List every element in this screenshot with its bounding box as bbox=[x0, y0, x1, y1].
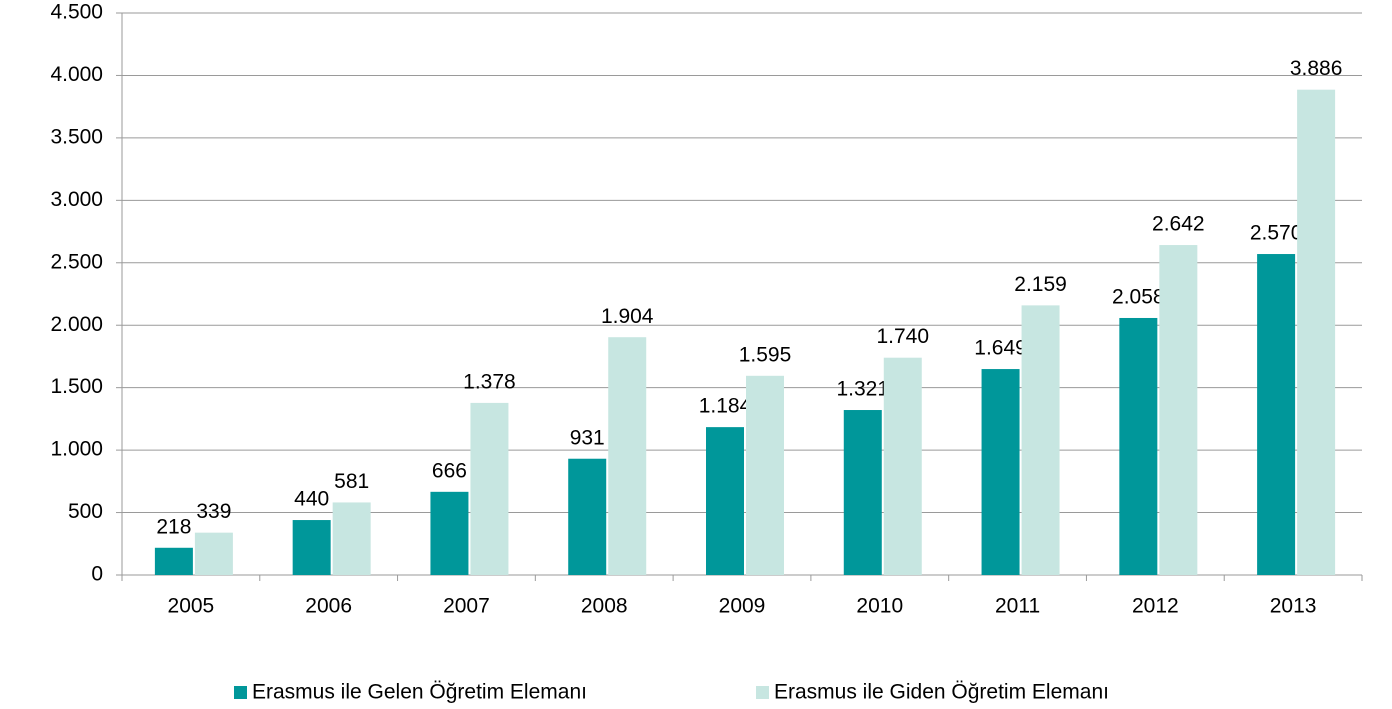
bar bbox=[1297, 89, 1336, 576]
y-tick-label: 4.500 bbox=[50, 1, 103, 24]
data-label: 1.595 bbox=[739, 343, 792, 366]
y-tick-label: 2.500 bbox=[50, 250, 103, 273]
bar bbox=[1257, 254, 1296, 575]
data-label: 581 bbox=[334, 470, 369, 493]
bar bbox=[194, 532, 233, 575]
bar bbox=[1159, 245, 1198, 575]
x-tick-label: 2008 bbox=[581, 595, 628, 618]
y-tick-label: 0 bbox=[91, 563, 103, 586]
data-label: 1.904 bbox=[601, 305, 654, 328]
bar bbox=[608, 337, 647, 575]
bar bbox=[981, 369, 1020, 575]
data-label: 2.159 bbox=[1014, 273, 1067, 296]
y-tick-label: 2.000 bbox=[50, 313, 103, 336]
y-tick-label: 4.000 bbox=[50, 63, 103, 86]
legend-label: Erasmus ile Giden Öğretim Elemanı bbox=[774, 681, 1109, 704]
bar bbox=[332, 502, 371, 575]
bar bbox=[470, 402, 509, 575]
x-tick-label: 2009 bbox=[719, 595, 766, 618]
bar bbox=[706, 427, 744, 575]
x-tick-label: 2005 bbox=[168, 595, 215, 618]
data-label: 440 bbox=[294, 488, 329, 511]
data-label: 931 bbox=[570, 426, 605, 449]
bar bbox=[883, 357, 922, 575]
data-label: 1.378 bbox=[463, 370, 516, 393]
bar bbox=[843, 410, 882, 575]
y-tick-label: 3.500 bbox=[50, 125, 103, 148]
data-label: 3.886 bbox=[1290, 57, 1343, 80]
y-tick-label: 500 bbox=[68, 500, 103, 523]
bar bbox=[568, 458, 607, 575]
bar bbox=[746, 375, 784, 575]
x-tick-label: 2012 bbox=[1132, 595, 1179, 618]
bar bbox=[1119, 317, 1158, 575]
bar bbox=[1021, 305, 1060, 575]
y-tick-label: 1.500 bbox=[50, 375, 103, 398]
data-label: 1.649 bbox=[974, 337, 1027, 360]
data-label: 2.058 bbox=[1112, 286, 1165, 309]
data-label: 1.740 bbox=[876, 325, 929, 348]
bar bbox=[430, 491, 469, 575]
data-label: 218 bbox=[156, 515, 191, 538]
data-label: 1.184 bbox=[699, 395, 752, 418]
data-label: 1.321 bbox=[836, 378, 889, 401]
y-tick-label: 3.000 bbox=[50, 188, 103, 211]
y-tick-label: 1.000 bbox=[50, 438, 103, 461]
data-label: 666 bbox=[432, 459, 467, 482]
legend-label: Erasmus ile Gelen Öğretim Elemanı bbox=[252, 681, 587, 704]
x-tick-label: 2011 bbox=[995, 595, 1040, 618]
bar bbox=[154, 547, 193, 575]
data-label: 339 bbox=[196, 500, 231, 523]
x-tick-label: 2007 bbox=[443, 595, 490, 618]
x-tick-label: 2013 bbox=[1270, 595, 1317, 618]
legend-swatch bbox=[234, 686, 247, 699]
data-label: 2.570 bbox=[1250, 222, 1303, 245]
x-tick-label: 2010 bbox=[856, 595, 903, 618]
legend-swatch bbox=[756, 686, 769, 699]
data-label: 2.642 bbox=[1152, 213, 1205, 236]
x-tick-label: 2006 bbox=[305, 595, 352, 618]
bar bbox=[292, 520, 331, 575]
